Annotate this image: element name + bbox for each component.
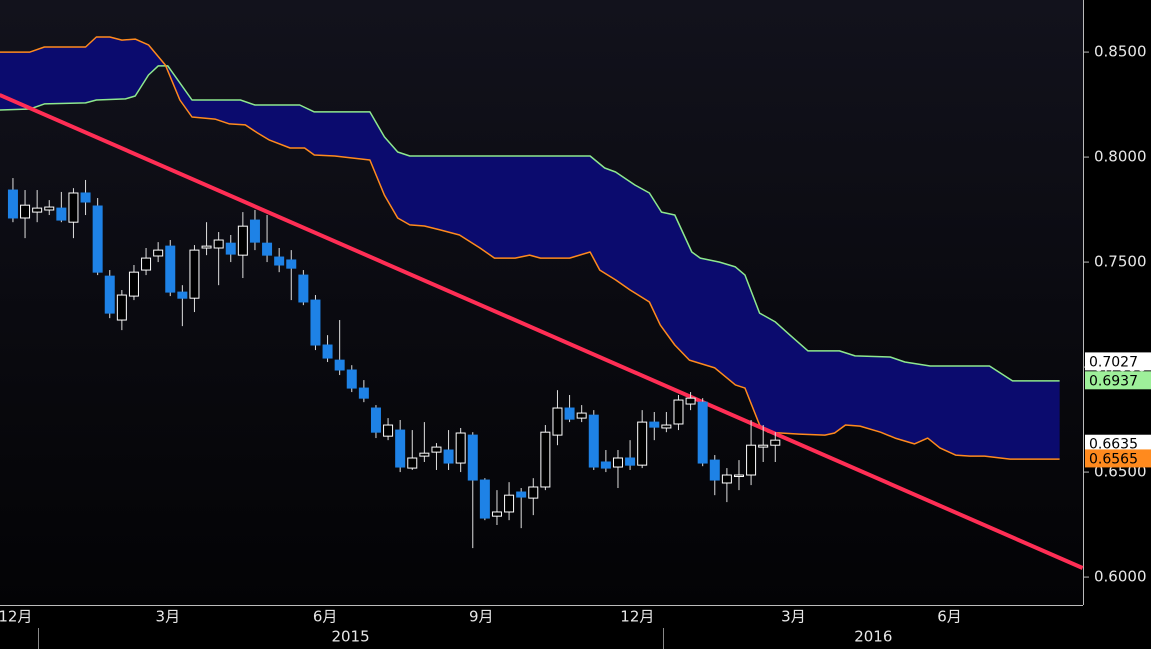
candle-body (32, 207, 43, 213)
candle-body (637, 421, 648, 466)
candle-body (419, 452, 430, 457)
candle-body (286, 259, 297, 269)
candle-body (310, 299, 321, 346)
year-label: 2015 (331, 628, 369, 646)
x-tick-label: 6月 (937, 608, 962, 626)
candle-body (588, 414, 599, 468)
line (0, 65, 1060, 382)
line (0, 93, 1084, 570)
year-label: 2016 (854, 628, 892, 646)
candle-body (552, 407, 563, 436)
x-tick-label: 12月 (0, 608, 32, 626)
plot-area (0, 0, 1083, 605)
candle-body (479, 479, 490, 519)
y-tick-label: 0.6000 (1094, 568, 1147, 586)
x-tick-label: 3月 (781, 608, 806, 626)
candle-body (540, 431, 551, 488)
candle-body (334, 359, 345, 371)
candle-body (697, 401, 708, 464)
price-label-box (1085, 434, 1151, 453)
candle-body (770, 439, 781, 446)
candle-body (467, 434, 478, 481)
candle-body (443, 449, 454, 464)
price-label: 0.7027 (1089, 354, 1138, 370)
candle-body (225, 242, 236, 255)
x-tick-label: 3月 (156, 608, 181, 626)
candle-body (249, 219, 260, 243)
candle-body (625, 457, 636, 466)
candle-body (189, 249, 200, 299)
candle-body (661, 424, 672, 429)
price-label: 0.6565 (1089, 451, 1138, 467)
candle-body (7, 189, 18, 219)
candle-body (68, 192, 79, 223)
y-tick-label: 0.8500 (1094, 43, 1147, 61)
candle-body (358, 387, 369, 399)
candle-body (370, 407, 381, 433)
candle-body (395, 429, 406, 468)
candle-body (274, 256, 285, 266)
price-label-box (1085, 449, 1151, 468)
candle-body (685, 397, 696, 405)
candle-body (237, 225, 248, 256)
candle-body (346, 369, 357, 389)
candle-body (649, 421, 660, 428)
candle-body (213, 239, 224, 249)
candle-body (56, 207, 67, 221)
candle-body (528, 486, 539, 499)
candle-body (298, 274, 309, 303)
y-tick-label: 0.7500 (1094, 253, 1147, 271)
candle-body (128, 271, 139, 297)
x-tick-label: 12月 (620, 608, 654, 626)
candle-body (612, 457, 623, 468)
candle-body (758, 444, 769, 448)
candle-body (721, 474, 732, 484)
y-tick-label: 0.8000 (1094, 148, 1147, 166)
candle-body (709, 459, 720, 481)
lines (0, 36, 1084, 570)
price-label-box (1085, 371, 1151, 390)
candle-body (177, 291, 188, 299)
candle-body (104, 275, 115, 314)
candle-body (44, 206, 55, 211)
axes: 0.60000.65000.70000.75000.80000.850012月3… (0, 43, 1151, 646)
candle-body (262, 242, 273, 256)
candle-body (20, 204, 31, 219)
candle-body (165, 245, 176, 293)
candle-body (673, 399, 684, 425)
cloud-fill (0, 36, 1060, 460)
x-tick-label: 6月 (313, 608, 338, 626)
candle-body (383, 424, 394, 437)
candle-body (564, 407, 575, 420)
candle-body (153, 249, 164, 257)
candle-body (600, 461, 611, 469)
price-label: 0.6937 (1089, 373, 1138, 389)
price-label: 0.6635 (1089, 437, 1138, 453)
candle-body (491, 511, 502, 517)
line (0, 36, 1060, 460)
candle-body (746, 444, 757, 476)
candle-body (576, 412, 587, 419)
candle-body (116, 294, 127, 321)
candle-body (322, 344, 333, 359)
candle-body (504, 494, 515, 513)
candle-body (92, 205, 103, 273)
candle-body (455, 432, 466, 464)
candle-body (516, 491, 527, 498)
cloud (0, 36, 1060, 460)
candle-body (80, 192, 91, 203)
candle-body (431, 446, 442, 453)
x-tick-label: 9月 (469, 608, 494, 626)
candle-body (733, 474, 744, 478)
candles (7, 178, 781, 549)
price-label-box (1085, 352, 1151, 371)
candle-body (407, 457, 418, 469)
candle-body (141, 257, 152, 271)
candle-body (201, 245, 212, 249)
